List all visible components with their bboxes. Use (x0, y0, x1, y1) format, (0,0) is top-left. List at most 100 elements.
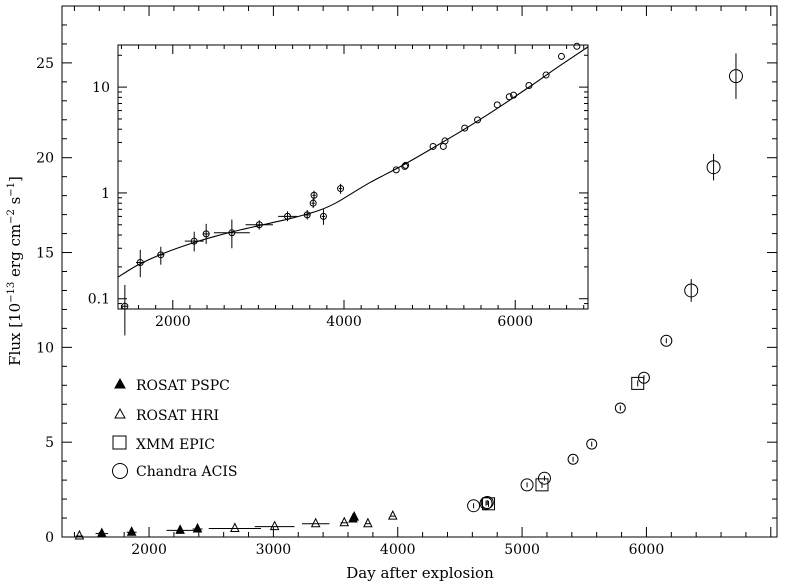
legend-marker-open-square (112, 435, 127, 450)
y-tick-label: 20 (36, 151, 54, 167)
main-plot-frame (61, 5, 778, 538)
inset-data-point-circle (136, 259, 144, 267)
inset-data-point-circle (392, 166, 400, 174)
inset-data-point (157, 246, 165, 265)
y-axis-label-part: Flux [10 (6, 303, 24, 366)
inset-data-point (429, 142, 437, 150)
y-axis-label-part: s (6, 197, 24, 209)
series-rosat-pspc (95, 510, 360, 538)
inset-y-tick-label: 0.1 (88, 292, 110, 308)
y-tick-label: 25 (36, 56, 54, 72)
inset-data-point (461, 124, 469, 132)
inset-data-point-circle (284, 212, 292, 220)
inset-data-point-circle (337, 185, 345, 193)
y-axis-label-part: ] (6, 176, 24, 182)
inset-data-point-circle (542, 71, 550, 79)
legend-label: ROSAT HRI (136, 408, 219, 424)
inset-data-point-circle (505, 93, 513, 101)
inset-fit-curve (117, 46, 589, 278)
inset-data-point (245, 220, 273, 230)
inset-data-point (441, 137, 449, 145)
series-xmm-epic (482, 376, 645, 511)
series-chandra-acis (467, 53, 743, 513)
inset-data-point-circle (429, 142, 437, 150)
inset-plot-frame (117, 44, 589, 310)
inset-data-point-circle (228, 229, 236, 237)
y-axis-label: Flux [10−13 erg cm−2 s−1] (6, 176, 24, 366)
data-point-filled-triangle (126, 526, 137, 536)
inset-plot: 2000 4000 6000 0.1 1 10 (88, 42, 589, 336)
main-axis-tick-labels: 2000 3000 4000 5000 6000 0 5 10 15 20 25 (36, 56, 664, 558)
legend-label: XMM EPIC (136, 437, 215, 453)
x-tick-label: 6000 (629, 542, 665, 558)
inset-data-point (392, 166, 400, 174)
data-point-open-circle (684, 283, 699, 298)
data-point-open-circle (479, 496, 493, 510)
legend: ROSAT PSPC ROSAT HRI XMM EPIC Chandra AC… (112, 377, 238, 480)
y-tick-label: 15 (36, 246, 54, 262)
data-point-open-circle (728, 69, 743, 84)
y-tick-label: 0 (45, 530, 54, 546)
inset-data-point-circle (474, 116, 482, 124)
y-axis-label-exponent: −1 (6, 182, 17, 197)
inset-axis-tick-labels: 2000 4000 6000 0.1 1 10 (88, 80, 533, 330)
inset-data-point (505, 93, 513, 101)
inset-x-tick-label: 4000 (326, 314, 362, 330)
inset-data-point-circle (557, 52, 565, 60)
data-point-open-square (535, 478, 549, 492)
main-axis-ticks (62, 5, 777, 538)
inset-data-point-circle (121, 302, 129, 310)
inset-data-point (184, 231, 204, 252)
inset-data-points (121, 42, 581, 336)
inset-data-point-circle (303, 211, 311, 219)
data-point-open-triangle (74, 529, 85, 540)
y-tick-label: 10 (36, 340, 54, 356)
legend-marker-open-circle (112, 463, 128, 479)
inset-data-point-circle (255, 221, 263, 229)
data-point-open-triangle (387, 510, 398, 520)
inset-data-point-circle (573, 42, 581, 50)
data-point-filled-triangle (96, 527, 107, 538)
inset-axis-ticks (118, 45, 588, 310)
data-point-filled-triangle (349, 510, 360, 521)
inset-data-point (337, 183, 345, 194)
data-point-open-triangle (269, 520, 280, 531)
data-point-open-triangle (310, 517, 321, 528)
legend-entry-xmm-epic: XMM EPIC (112, 435, 215, 453)
inset-data-point-circle (461, 124, 469, 132)
data-point-open-circle (586, 438, 598, 450)
x-tick-label: 4000 (380, 542, 416, 558)
inset-data-point-circle (190, 237, 198, 245)
inset-data-point (310, 190, 318, 200)
data-point-open-circle (614, 402, 626, 414)
data-point-open-circle (660, 334, 673, 347)
legend-marker-open-triangle (114, 407, 126, 419)
data-point-filled-triangle (175, 524, 185, 534)
inset-y-tick-label: 10 (92, 80, 110, 96)
legend-marker-filled-triangle (114, 377, 126, 389)
inset-data-point-circle (402, 161, 410, 169)
data-point-open-circle (467, 499, 481, 513)
inset-data-point (278, 211, 297, 222)
x-tick-label: 2000 (131, 542, 167, 558)
data-point-open-triangle (339, 516, 350, 527)
inset-data-point-circle (525, 82, 533, 90)
inset-data-point-circle (319, 212, 327, 220)
x-tick-label: 5000 (504, 542, 540, 558)
inset-data-point (510, 91, 518, 99)
inset-data-point (573, 42, 581, 50)
inset-data-point-circle (510, 91, 518, 99)
y-tick-label: 5 (45, 435, 54, 451)
inset-data-point (542, 71, 550, 79)
inset-data-point (557, 52, 565, 60)
x-tick-label: 3000 (256, 542, 292, 558)
y-axis-label-exponent: −13 (6, 282, 17, 303)
inset-x-tick-label: 2000 (155, 314, 191, 330)
inset-data-point (402, 161, 410, 169)
inset-data-point-circle (441, 137, 449, 145)
data-point-open-circle (520, 478, 534, 492)
inset-data-point (493, 101, 501, 109)
inset-data-point (319, 209, 327, 225)
legend-label: Chandra ACIS (136, 464, 238, 480)
